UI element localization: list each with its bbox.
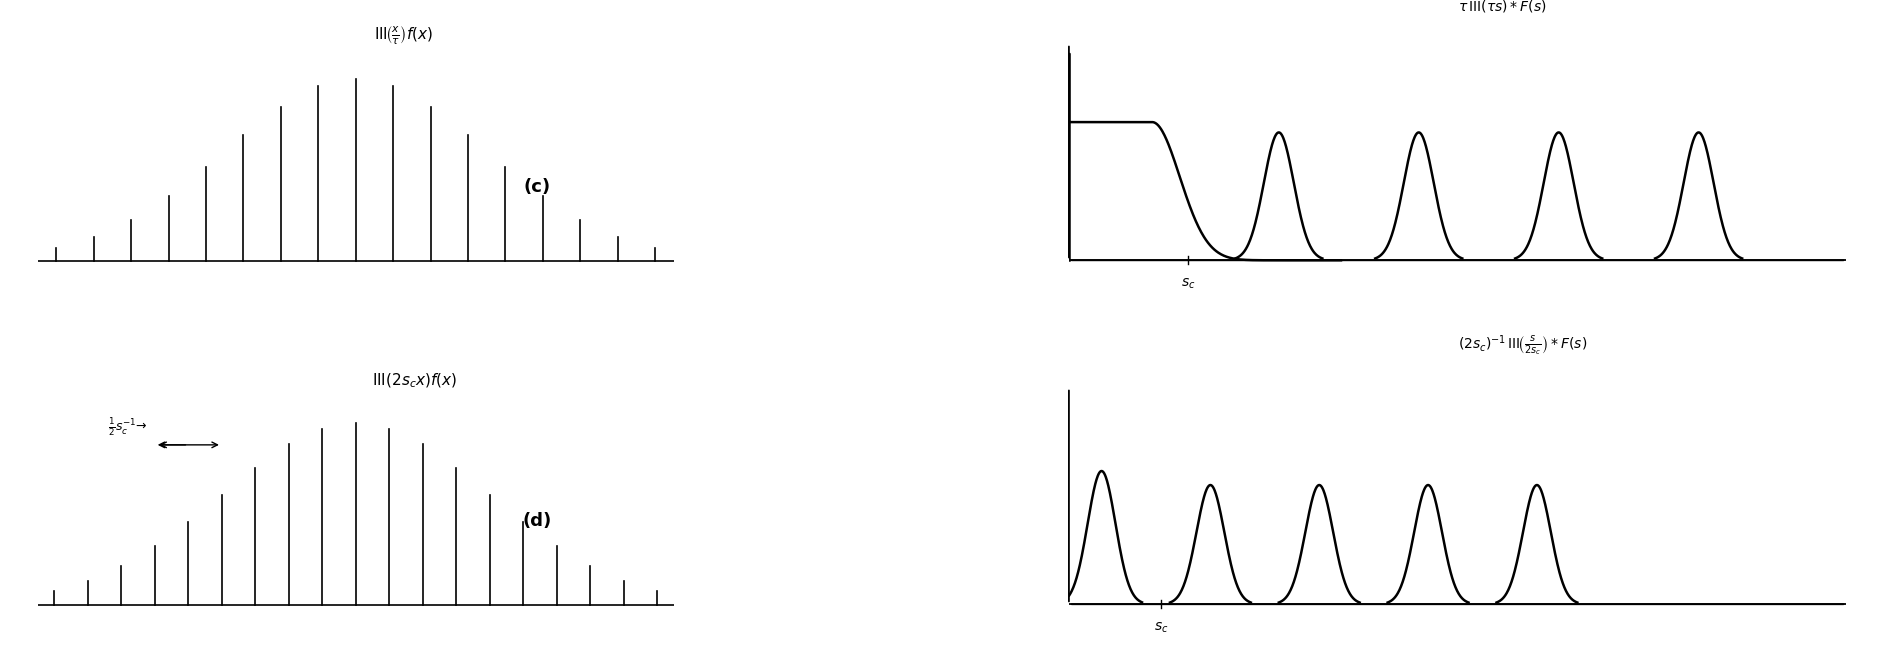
Text: $\mathrm{III}(2s_c x)f(x)$: $\mathrm{III}(2s_c x)f(x)$	[373, 371, 458, 390]
Text: $(2s_c)^{-1}\,\mathrm{III}\!\left(\frac{s}{2s_c}\right)*F(s)$: $(2s_c)^{-1}\,\mathrm{III}\!\left(\frac{…	[1458, 333, 1586, 358]
Text: $s_c$: $s_c$	[1181, 277, 1194, 291]
Text: $\frac{1}{2}s_c^{-1}\!\rightarrow$: $\frac{1}{2}s_c^{-1}\!\rightarrow$	[109, 415, 149, 438]
Text: $s_c$: $s_c$	[1155, 621, 1168, 635]
Text: $\mathrm{III}\!\left(\frac{x}{\tau}\right)f(x)$: $\mathrm{III}\!\left(\frac{x}{\tau}\righ…	[375, 24, 433, 46]
Text: $\tau\,\mathrm{III}(\tau s)*F(s)$: $\tau\,\mathrm{III}(\tau s)*F(s)$	[1458, 0, 1547, 15]
Text: (c): (c)	[524, 178, 550, 196]
Text: (d): (d)	[522, 512, 552, 530]
